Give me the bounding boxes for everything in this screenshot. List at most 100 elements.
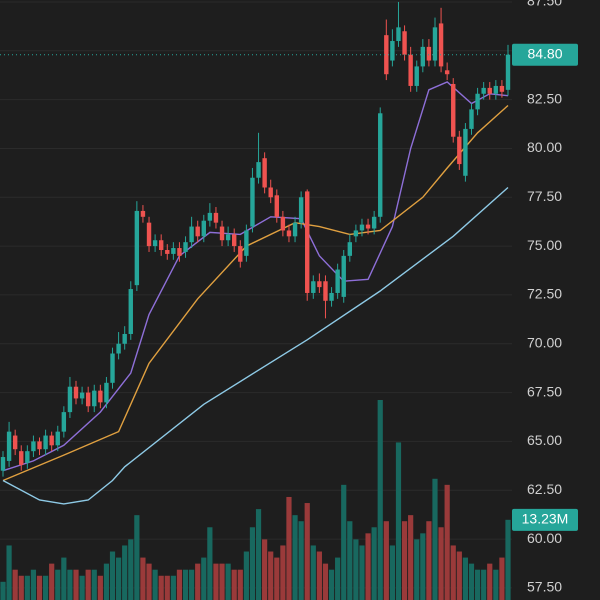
volume-bar — [122, 545, 128, 600]
candle-body — [305, 191, 310, 293]
y-tick-label: 87.50 — [527, 0, 562, 9]
volume-bar — [298, 521, 304, 600]
volume-bar — [55, 569, 61, 600]
candle-body — [128, 289, 133, 334]
volume-bar — [426, 521, 432, 600]
volume-bar — [268, 551, 274, 600]
candle-body — [104, 382, 109, 403]
candle-body — [371, 216, 377, 229]
volume-bar — [468, 563, 475, 600]
volume-bar — [408, 515, 414, 600]
candle-body — [341, 255, 346, 297]
volume-bar — [201, 557, 207, 600]
candle-body — [79, 392, 85, 399]
candle-body — [189, 226, 194, 243]
volume-bar — [389, 545, 395, 600]
candle-body — [438, 23, 444, 67]
candle-body — [250, 177, 255, 227]
candle-body — [384, 35, 389, 75]
candle-body — [402, 31, 407, 55]
candle-body — [207, 212, 213, 221]
volume-bar — [195, 563, 201, 600]
volume-bar — [371, 527, 377, 600]
candle-body — [25, 451, 30, 463]
volume-bar — [274, 557, 280, 600]
y-tick-label: 62.50 — [527, 481, 562, 497]
volume-bar — [474, 569, 481, 600]
volume-bar — [335, 557, 341, 600]
candle-body — [110, 353, 115, 383]
candle-body — [353, 230, 359, 237]
candle-body — [219, 226, 225, 241]
volume-bar — [213, 563, 219, 600]
volume-bar — [182, 569, 189, 600]
volume-bar — [140, 557, 146, 600]
volume-bar — [505, 519, 511, 600]
volume-bar — [243, 551, 249, 600]
volume-bar — [207, 527, 213, 600]
volume-bar — [432, 478, 438, 600]
volume-bar — [0, 581, 6, 600]
candle-body — [85, 392, 91, 407]
candle-body — [98, 390, 103, 403]
candle-body — [286, 230, 292, 237]
volume-bar — [24, 575, 30, 600]
volume-bar — [316, 551, 322, 600]
candle-body — [347, 242, 353, 256]
volume-bar — [237, 569, 243, 600]
candle-body — [451, 83, 456, 137]
candle-body — [116, 343, 121, 354]
candle-body — [426, 46, 432, 61]
candle-body — [73, 386, 79, 399]
y-tick-label: 67.50 — [527, 383, 562, 399]
candle-body — [262, 158, 267, 188]
candle-body — [158, 240, 164, 250]
volume-bar — [170, 575, 176, 600]
candle-body — [378, 113, 383, 217]
volume-bar — [255, 509, 262, 600]
y-tick-label: 82.50 — [527, 90, 562, 106]
volume-bar — [456, 551, 462, 600]
candle-body — [274, 195, 279, 217]
volume-bar — [30, 569, 37, 600]
candle-body — [12, 435, 18, 450]
candle-body — [92, 390, 97, 407]
candle-body — [487, 87, 492, 94]
volume-bar — [359, 545, 365, 600]
y-tick-label: 77.50 — [527, 188, 562, 204]
volume-bar — [462, 557, 469, 600]
y-tick-label: 60.00 — [527, 530, 562, 546]
candle-body — [0, 457, 6, 471]
volume-bar — [249, 527, 256, 600]
volume-bar — [73, 569, 79, 600]
candle-body — [335, 269, 340, 293]
volume-bar — [420, 533, 426, 600]
candle-body — [292, 222, 298, 237]
volume-bar — [493, 569, 499, 600]
volume-bar — [36, 575, 43, 600]
candle-body — [61, 412, 67, 432]
candle-body — [481, 87, 486, 94]
volume-bar — [158, 575, 164, 600]
volume-bar — [12, 569, 18, 600]
candle-body — [256, 162, 261, 178]
volume-bar — [6, 545, 12, 600]
volume-bar — [103, 563, 110, 600]
volume-bar — [146, 563, 152, 600]
volume-bar — [322, 563, 329, 600]
candle-body — [152, 240, 158, 247]
candle-body — [146, 222, 152, 247]
candle-body — [55, 431, 60, 446]
candle-body — [140, 210, 146, 217]
volume-bar — [377, 400, 383, 600]
y-tick-label: 72.50 — [527, 286, 562, 302]
volume-badge-label: 13.23M — [522, 511, 569, 527]
volume-badge — [512, 508, 578, 531]
volume-bar — [401, 521, 408, 600]
candle-body — [201, 220, 206, 237]
volume-bar — [292, 515, 298, 600]
candle-body — [122, 333, 127, 344]
volume-bar — [444, 484, 450, 600]
candle-body — [420, 46, 426, 67]
